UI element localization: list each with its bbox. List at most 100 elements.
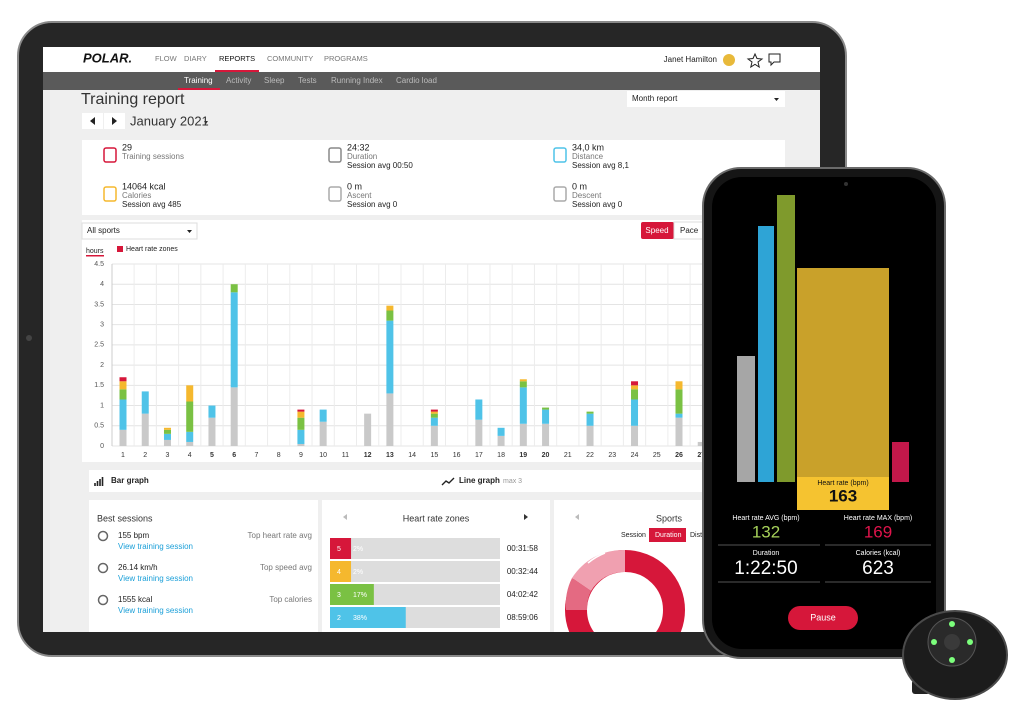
x-tick-label: 19: [519, 452, 527, 459]
bar-segment: [542, 407, 550, 410]
best-value: 1555 kcal: [118, 595, 152, 604]
sport-filter: All sports: [87, 226, 120, 235]
chart: 00.511.522.533.544.51 2 3 4 5 6 7 8 9 10 11 12 13 14 1…: [94, 261, 820, 459]
chat-icon[interactable]: [768, 53, 781, 67]
zone-number: 2: [337, 615, 341, 622]
nav-item[interactable]: FLOW: [155, 54, 178, 63]
duration-label: Duration: [753, 550, 780, 557]
zone-percent: 2%: [353, 546, 363, 553]
tablet-screen: POLAR. Janet Hamilton Training report Ja…: [43, 47, 820, 632]
summary-avg: Session avg 8,1: [572, 161, 629, 170]
unit-label: hours: [86, 248, 104, 255]
y-tick-label: 2: [100, 362, 104, 369]
x-tick-label: 6: [232, 452, 236, 459]
zone-bar: [348, 607, 406, 628]
sports-title: Sports: [656, 513, 683, 523]
best-value: 155 bpm: [118, 531, 149, 540]
led: [949, 657, 955, 663]
prev-arrow[interactable]: [343, 514, 347, 520]
duration-value: 1:22:50: [734, 558, 797, 579]
x-tick-label: 11: [342, 452, 349, 459]
user-name[interactable]: Janet Hamilton: [664, 55, 717, 64]
phone-camera: [844, 182, 848, 186]
x-tick-label: 15: [430, 452, 438, 459]
sports-donut: [565, 549, 685, 632]
sports-tab-active[interactable]: [649, 528, 686, 542]
bar-segment: [430, 409, 438, 412]
bar-graph-toggle[interactable]: Bar graph: [111, 476, 149, 485]
summary-value: 14064 kcal: [122, 181, 166, 191]
bar-segment: [230, 284, 238, 293]
dropdown-caret: [774, 98, 779, 101]
avg-value: 132: [752, 522, 780, 541]
calories-label: Calories (kcal): [856, 550, 901, 557]
best-link[interactable]: View training session: [118, 606, 193, 615]
nav-item[interactable]: REPORTS: [219, 54, 255, 63]
logo[interactable]: POLAR.: [83, 50, 132, 65]
sports-tab[interactable]: Dist: [690, 532, 702, 539]
bar-segment: [141, 391, 149, 414]
bar-segment: [697, 441, 705, 446]
bar-segment: [631, 381, 639, 386]
line-graph-toggle[interactable]: Line graph: [459, 476, 500, 485]
x-tick-label: 3: [166, 452, 170, 459]
graph-toggle-bar: [89, 470, 820, 492]
bar-segment: [297, 443, 305, 446]
y-tick-label: 2.5: [94, 342, 104, 349]
x-tick-label: 20: [542, 452, 550, 459]
x-tick-label: 21: [564, 452, 572, 459]
report-dropdown[interactable]: [627, 91, 785, 107]
divider: [718, 544, 931, 583]
sports-tab[interactable]: Session: [621, 532, 646, 539]
nav-item[interactable]: COMMUNITY: [267, 54, 313, 63]
donut-slice: [572, 549, 625, 591]
bar-segment: [163, 439, 171, 446]
x-tick-label: 14: [408, 452, 416, 459]
summary-label: Descent: [572, 191, 602, 200]
bar-segment: [186, 441, 194, 446]
bar-segment: [119, 381, 127, 390]
best-link[interactable]: View training session: [118, 542, 193, 551]
pause-button[interactable]: [788, 606, 858, 630]
zone-bar-current: [797, 268, 889, 510]
bar-segment: [119, 399, 127, 430]
bar-segment: [386, 320, 394, 394]
subnav-item[interactable]: Sleep: [264, 76, 285, 85]
subnav-active: [178, 88, 220, 90]
x-tick-label: 13: [386, 452, 394, 459]
bar-segment: [141, 413, 149, 446]
speed-button[interactable]: [641, 222, 674, 239]
star-icon[interactable]: [746, 52, 764, 69]
subnav-item[interactable]: Running Index: [331, 76, 383, 85]
bar-segment: [186, 431, 194, 442]
period[interactable]: January 2021: [130, 113, 209, 128]
bar-segment: [430, 411, 438, 414]
x-tick-label: 22: [586, 452, 594, 459]
subnav-item[interactable]: Tests: [298, 76, 317, 85]
best-sessions-title: Best sessions: [97, 513, 153, 523]
best-link[interactable]: View training session: [118, 574, 193, 583]
next-arrow[interactable]: [524, 514, 528, 520]
subnav-item[interactable]: Cardio load: [396, 76, 437, 85]
sport-dropdown[interactable]: [81, 222, 198, 240]
prev-arrow[interactable]: [575, 514, 579, 520]
subnav-bar: [43, 72, 820, 90]
bar-segment: [519, 387, 527, 424]
bar-segment: [163, 429, 171, 434]
summary-label: Calories: [122, 191, 151, 200]
avatar[interactable]: [723, 54, 735, 66]
subnav-item[interactable]: Training: [184, 76, 213, 85]
x-tick-label: 7: [254, 452, 258, 459]
bar-segment: [386, 310, 394, 321]
nav-item[interactable]: DIARY: [184, 54, 207, 63]
bar-segment: [586, 413, 594, 426]
pace-label: Pace: [680, 226, 699, 235]
summary-avg: Session avg 00:50: [347, 161, 413, 170]
led: [931, 639, 937, 645]
nav-item[interactable]: PROGRAMS: [324, 54, 368, 63]
subnav-item[interactable]: Activity: [226, 76, 251, 85]
y-tick-label: 3: [100, 322, 104, 329]
bar-segment: [497, 435, 505, 446]
bar-segment: [519, 423, 527, 446]
